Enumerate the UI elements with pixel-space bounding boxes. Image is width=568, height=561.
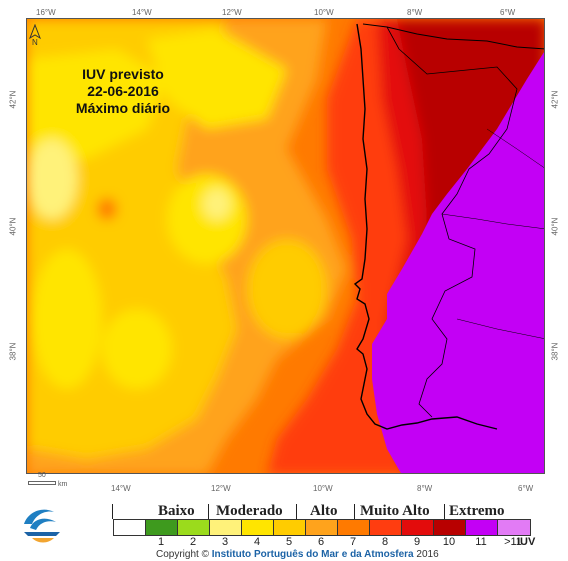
title-line-1: IUV previsto	[82, 66, 164, 82]
legend-swatch	[242, 520, 274, 535]
top-tick-10w: 10°W	[314, 8, 334, 17]
internal-boundary-2	[456, 318, 544, 339]
uv-level-4-zone-north	[27, 49, 167, 169]
left-tick-42n: 42°N	[8, 90, 18, 109]
scale-unit: km	[58, 481, 68, 488]
uv-level-5-offshore-patch	[247, 239, 327, 339]
left-tick-38n: 38°N	[8, 342, 18, 361]
north-label: N	[32, 38, 38, 47]
legend-separator	[354, 504, 355, 519]
legend-separator	[208, 504, 209, 519]
north-arrow-icon: N	[28, 23, 42, 50]
coastline	[353, 23, 498, 430]
legend-categories: Baixo Moderado Alto Muito Alto Extremo	[112, 503, 517, 519]
title-line-2: 22-06-2016	[87, 83, 159, 99]
legend-level-label: 6	[317, 536, 325, 548]
uv-level-7-spot	[97, 198, 117, 220]
legend-level-label: 3	[221, 536, 229, 548]
top-tick-16w: 16°W	[36, 8, 56, 17]
left-tick-40n: 40°N	[8, 217, 18, 236]
scale-value: 50	[38, 472, 46, 479]
legend-separator	[112, 504, 113, 519]
copyright-text: Copyright © Instituto Português do Mar e…	[156, 549, 439, 560]
category-alto: Alto	[310, 503, 338, 519]
legend-level-label: 9	[413, 536, 421, 548]
bottom-tick-8w: 8°W	[417, 484, 433, 493]
legend-swatch	[402, 520, 434, 535]
legend-swatch	[370, 520, 402, 535]
legend-level-label: 11	[475, 536, 487, 548]
legend-swatch	[146, 520, 178, 535]
uv-level-4-zone-central	[167, 174, 247, 264]
top-tick-6w: 6°W	[500, 8, 516, 17]
ipma-logo-icon	[20, 500, 64, 544]
uv-level-4-zone-south	[102, 309, 172, 389]
scale-bar-graphic	[28, 481, 56, 485]
legend-swatch	[114, 520, 146, 535]
copyright-year: 2016	[416, 549, 439, 560]
category-baixo: Baixo	[158, 503, 195, 519]
internal-boundary-3	[486, 128, 544, 168]
legend-level-label: 7	[349, 536, 357, 548]
legend-swatch	[178, 520, 210, 535]
uv-level-3-zone-central	[203, 188, 231, 220]
uv-level-3-zone-west	[27, 139, 77, 219]
legend-unit: IUV	[517, 536, 536, 548]
category-muito-alto: Muito Alto	[360, 503, 430, 519]
title-line-3: Máximo diário	[75, 100, 171, 116]
category-moderado: Moderado	[216, 503, 283, 519]
legend-level-label: 5	[285, 536, 293, 548]
uv-index-map	[26, 18, 545, 474]
copyright-prefix: Copyright ©	[156, 549, 209, 560]
legend-swatch	[210, 520, 242, 535]
legend-separator	[296, 504, 297, 519]
legend-separator	[444, 504, 445, 519]
legend-swatch	[338, 520, 370, 535]
bottom-tick-12w: 12°W	[211, 484, 231, 493]
bottom-tick-6w: 6°W	[518, 484, 534, 493]
internal-boundary-1	[441, 213, 544, 229]
legend-color-bar	[113, 519, 531, 536]
legend-level-label: 10	[442, 536, 456, 548]
category-extremo: Extremo	[449, 503, 505, 519]
right-tick-40n: 40°N	[550, 217, 560, 236]
top-tick-8w: 8°W	[407, 8, 423, 17]
legend-swatch	[466, 520, 498, 535]
bottom-tick-10w: 10°W	[313, 484, 333, 493]
right-tick-42n: 42°N	[550, 90, 560, 109]
legend-level-numbers: 1 2 3 4 5 6 7 8 9 10 11 >11	[113, 536, 522, 548]
legend-swatch	[434, 520, 466, 535]
legend-level-label: 4	[253, 536, 261, 548]
uv-level-11-region	[372, 52, 544, 473]
legend-level-label: 2	[189, 536, 197, 548]
map-graphic	[27, 19, 544, 473]
legend-level-label: >11	[504, 536, 522, 548]
map-title: IUV previsto 22-06-2016 Máximo diário	[58, 66, 188, 117]
legend-swatch	[306, 520, 338, 535]
bottom-tick-14w: 14°W	[111, 484, 131, 493]
legend-swatch	[274, 520, 306, 535]
uv-level-4-zone-southwest	[32, 249, 102, 389]
legend-level-label: 1	[157, 536, 165, 548]
top-tick-12w: 12°W	[222, 8, 242, 17]
legend-level-label: 8	[381, 536, 389, 548]
right-tick-38n: 38°N	[550, 342, 560, 361]
legend-swatch	[498, 520, 530, 535]
uv-level-4-zone-north-central	[147, 29, 287, 129]
top-tick-14w: 14°W	[132, 8, 152, 17]
copyright-organization: Instituto Português do Mar e da Atmosfer…	[211, 549, 414, 560]
